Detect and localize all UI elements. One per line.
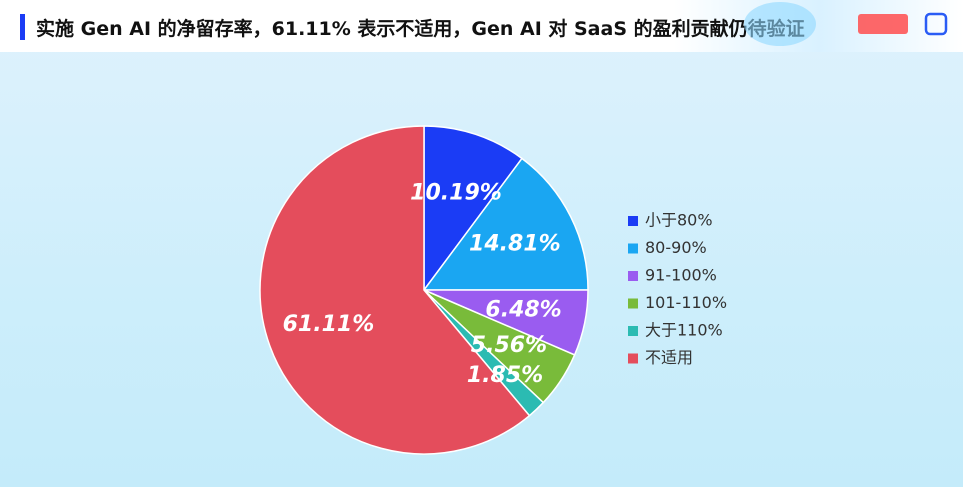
- legend-label: 101-110%: [645, 293, 727, 312]
- legend-label: 不适用: [645, 348, 693, 367]
- legend-swatch: [628, 326, 638, 336]
- legend-label: 80-90%: [645, 238, 707, 257]
- legend-swatch: [628, 298, 638, 309]
- legend-swatch: [628, 353, 638, 364]
- header: 实施 Gen AI 的净留存率，61.11% 表示不适用，Gen AI 对 Sa…: [0, 0, 963, 52]
- legend-swatch: [628, 271, 638, 281]
- pie-slice: [423, 125, 524, 293]
- data-label: 14.81%: [469, 231, 561, 256]
- legend-swatch: [628, 216, 638, 226]
- legend-label: 小于80%: [645, 211, 713, 230]
- data-label: 5.56%: [471, 333, 547, 358]
- data-label: 61.11%: [283, 312, 375, 337]
- data-label: 1.85%: [467, 363, 543, 388]
- pie-slice: [259, 125, 531, 455]
- header-decoration: [744, 2, 948, 46]
- pie-slice: [422, 157, 589, 291]
- legend-label: 大于110%: [645, 321, 723, 340]
- title-accent: [20, 14, 25, 40]
- legend-swatch: [628, 243, 638, 254]
- data-label: 6.48%: [485, 298, 561, 323]
- data-label: 10.19%: [410, 180, 502, 205]
- chart-title: 实施 Gen AI 的净留存率，61.11% 表示不适用，Gen AI 对 Sa…: [36, 18, 805, 40]
- legend-label: 91-100%: [645, 266, 717, 285]
